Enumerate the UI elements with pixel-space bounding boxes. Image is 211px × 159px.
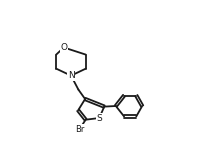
Text: Br: Br xyxy=(75,125,84,134)
Text: S: S xyxy=(96,114,102,122)
Text: O: O xyxy=(60,43,67,52)
Text: N: N xyxy=(68,71,74,80)
